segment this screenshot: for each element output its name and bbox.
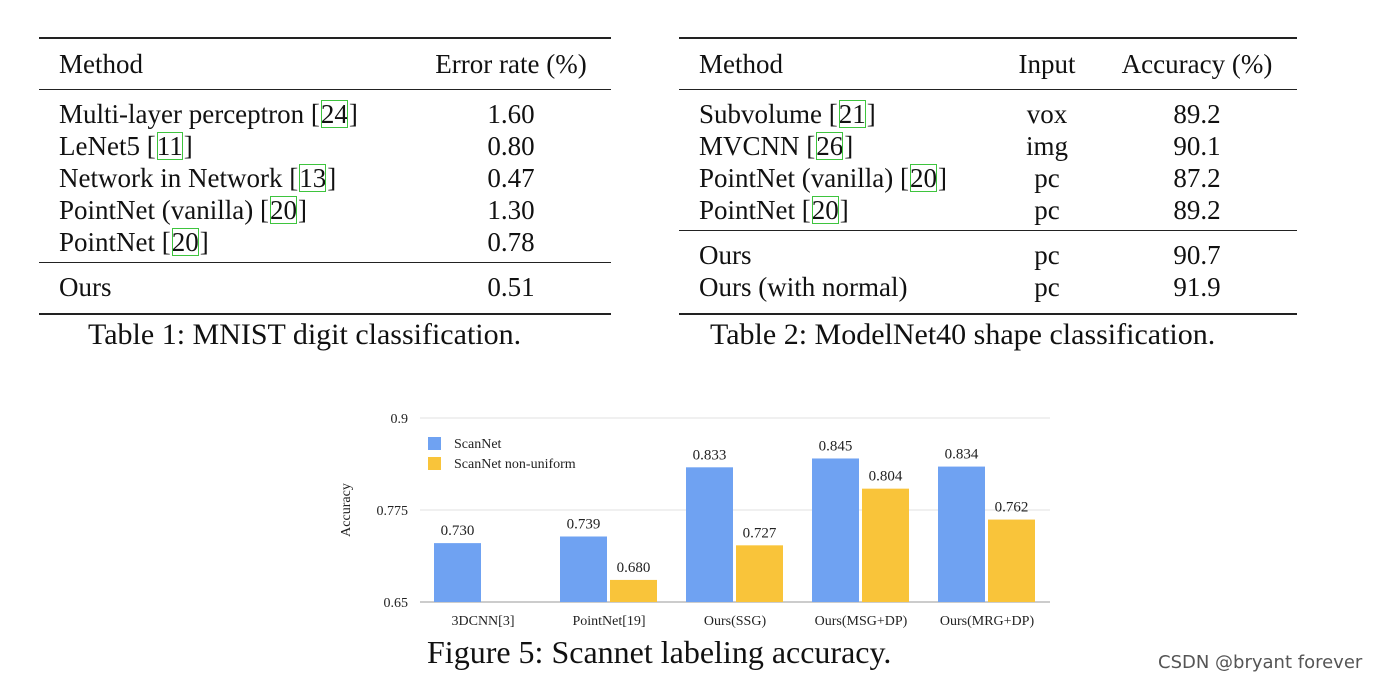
t1-row-method: LeNet5 [11] <box>59 131 193 161</box>
t1-row-value: 0.78 <box>487 227 535 257</box>
t2-row-value: 90.1 <box>1173 131 1221 161</box>
x-tick-label: Ours(MSG+DP) <box>815 614 908 629</box>
bar-scannet-nonuniform <box>988 519 1035 602</box>
t2-ours-normal-value-best: 91.9 <box>1097 271 1297 315</box>
bar-scannet <box>560 536 607 602</box>
t2-header-method: Method <box>679 37 997 90</box>
t2-row-input: pc <box>1034 163 1060 193</box>
citation-link[interactable]: 24 <box>320 99 348 129</box>
x-tick-label: Ours(SSG) <box>704 614 767 629</box>
bar-value-label: 0.804 <box>869 469 903 485</box>
t2-header-input: Input <box>997 37 1097 90</box>
bar-scannet <box>938 466 985 602</box>
x-tick-label: 3DCNN[3] <box>452 614 515 629</box>
y-tick-label: 0.775 <box>377 504 409 519</box>
citation-link[interactable]: 11 <box>156 131 183 161</box>
citation-link[interactable]: 21 <box>838 99 866 129</box>
t1-row-method: PointNet (vanilla) [20] <box>59 195 307 225</box>
table-mnist: Method Error rate (%) Multi-layer percep… <box>39 37 611 315</box>
citation-link[interactable]: 20 <box>171 227 199 257</box>
t1-row-method: Network in Network [13] <box>59 163 337 193</box>
watermark: CSDN @bryant forever <box>1158 652 1363 673</box>
bar-value-label: 0.680 <box>617 560 651 576</box>
t1-ours-value: 0.51 <box>411 262 611 315</box>
bar-scannet-nonuniform <box>862 488 909 602</box>
citation-link[interactable]: 20 <box>269 195 297 225</box>
t2-row-method: PointNet [20] <box>699 195 849 225</box>
t2-ours-value: 90.7 <box>1097 230 1297 271</box>
t2-row-value: 89.2 <box>1097 89 1297 130</box>
t1-header-method: Method <box>39 37 411 90</box>
t2-ours-method: Ours <box>679 230 997 271</box>
legend-label: ScanNet non-uniform <box>454 457 576 472</box>
bar-value-label: 0.833 <box>693 447 727 463</box>
t2-row-input: vox <box>997 89 1097 130</box>
table-modelnet40: Method Input Accuracy (%) Subvolume [21]… <box>679 37 1297 315</box>
bar-value-label: 0.762 <box>995 500 1029 516</box>
citation-link[interactable]: 13 <box>299 163 327 193</box>
bar-scannet <box>686 467 733 602</box>
t2-header-accuracy: Accuracy (%) <box>1097 37 1297 90</box>
t1-row-method: Multi-layer perceptron [24] <box>39 89 411 130</box>
bar-value-label: 0.739 <box>567 516 601 532</box>
t2-ours-normal-method: Ours (with normal) <box>679 271 997 315</box>
bar-scannet-nonuniform <box>610 579 657 602</box>
table2-caption: Table 2: ModelNet40 shape classification… <box>710 318 1216 351</box>
table1-caption: Table 1: MNIST digit classification. <box>88 318 522 351</box>
t1-row-value-best: 0.47 <box>487 163 535 193</box>
citation-link[interactable]: 20 <box>909 163 937 193</box>
t2-ours-input: pc <box>997 230 1097 271</box>
y-tick-label: 0.65 <box>384 596 409 611</box>
t1-ours-method: Ours <box>39 262 411 315</box>
legend-swatch <box>428 457 441 470</box>
t2-row-value: 89.2 <box>1173 195 1221 225</box>
t1-header-error: Error rate (%) <box>411 37 611 90</box>
t1-row-method: PointNet [20] <box>59 227 209 257</box>
t2-row-method: MVCNN [26] <box>699 131 854 161</box>
t1-row-value: 1.30 <box>487 195 535 225</box>
t2-row-method: Subvolume [21] <box>679 89 997 130</box>
t2-row-value: 87.2 <box>1173 163 1221 193</box>
x-tick-label: Ours(MRG+DP) <box>940 614 1035 629</box>
t2-ours-normal-input: pc <box>997 271 1097 315</box>
t1-row-value: 0.80 <box>487 131 535 161</box>
bar-value-label: 0.727 <box>743 525 777 541</box>
citation-link[interactable]: 20 <box>811 195 839 225</box>
bar-scannet <box>434 543 481 602</box>
figure-caption: Figure 5: Scannet labeling accuracy. <box>427 634 892 670</box>
x-tick-label: PointNet[19] <box>572 614 645 629</box>
bar-scannet <box>812 458 859 602</box>
bar-value-label: 0.845 <box>819 438 853 454</box>
t2-row-input: pc <box>1034 195 1060 225</box>
t2-row-input: img <box>1025 131 1068 161</box>
bar-scannet-nonuniform <box>736 545 783 602</box>
legend-label: ScanNet <box>454 437 502 452</box>
bar-chart-scannet: 0.9 0.775 0.65 Accuracy 0.730 3DCNN[3] 0.739 0.… <box>339 412 1050 629</box>
bar-value-label: 0.834 <box>945 447 979 463</box>
y-axis-label: Accuracy <box>339 483 354 537</box>
bar-value-label: 0.730 <box>441 523 475 539</box>
y-tick-label: 0.9 <box>391 412 409 427</box>
t2-row-method: PointNet (vanilla) [20] <box>699 163 947 193</box>
t1-row-value: 1.60 <box>411 89 611 130</box>
citation-link[interactable]: 26 <box>816 131 844 161</box>
legend-swatch <box>428 437 441 450</box>
